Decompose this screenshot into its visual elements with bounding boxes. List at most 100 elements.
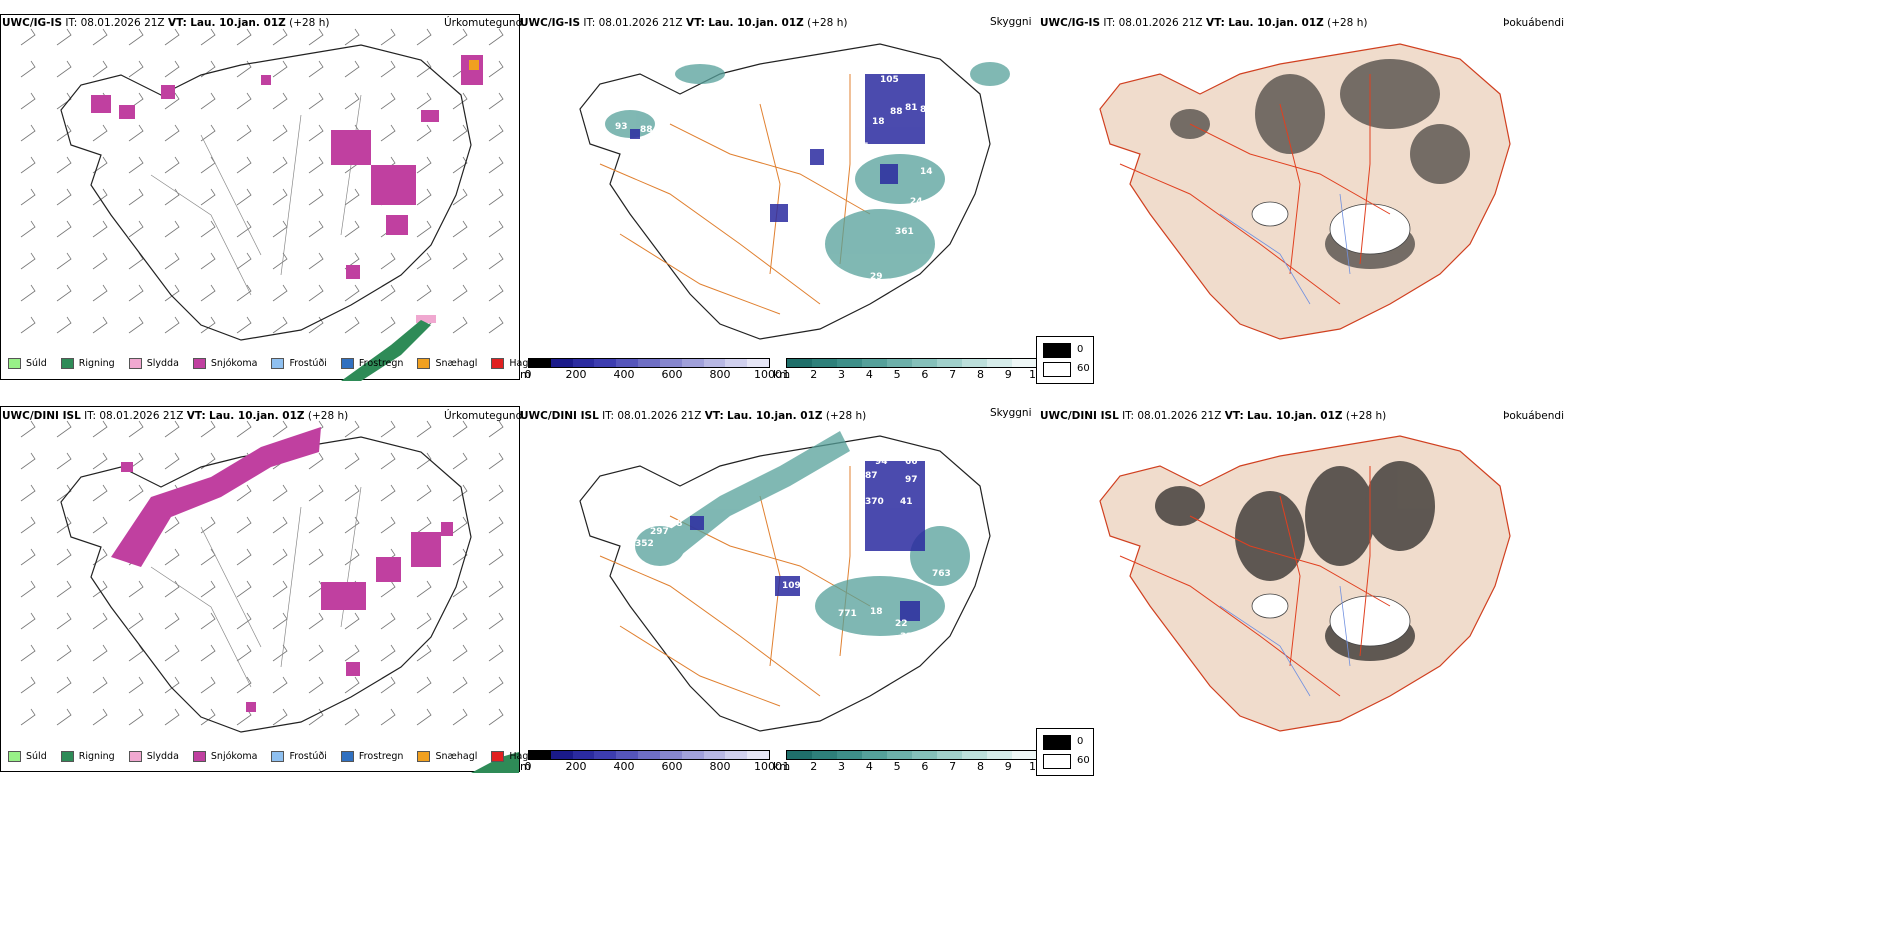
wind-barb bbox=[488, 60, 504, 78]
wind-barb bbox=[200, 188, 216, 206]
wind-barb bbox=[344, 644, 360, 662]
colorbar-tick-label: 6 bbox=[921, 760, 929, 773]
wind-barb bbox=[92, 156, 108, 174]
wind-barb bbox=[380, 452, 396, 470]
legend-item: Rigning bbox=[60, 358, 115, 369]
low-ceiling-areas bbox=[690, 461, 925, 621]
wind-barb bbox=[452, 580, 468, 598]
wind-barb bbox=[164, 580, 180, 598]
colorbar-segment bbox=[887, 359, 912, 367]
colorbar-tick-label: 2 bbox=[810, 760, 818, 773]
wind-barb bbox=[236, 676, 252, 694]
legend-swatch-hail bbox=[491, 751, 505, 762]
wind-barb bbox=[272, 92, 288, 110]
colorbar-tick-label: 1 bbox=[782, 368, 790, 381]
wind-barb bbox=[488, 676, 504, 694]
wind-barb bbox=[380, 284, 396, 302]
wind-barb bbox=[488, 92, 504, 110]
legend-swatch-rain bbox=[60, 358, 74, 369]
legend-swatch-snow bbox=[192, 358, 206, 369]
colorbar-segment bbox=[862, 751, 887, 759]
wind-barb bbox=[20, 548, 36, 566]
wind-barb bbox=[20, 284, 36, 302]
colorbar-tick-label: 4 bbox=[865, 760, 873, 773]
value-label: 87 bbox=[865, 471, 878, 481]
wind-barb bbox=[200, 284, 216, 302]
wind-barb bbox=[488, 420, 504, 438]
row2-header-left: UWC/DINI ISL IT: 08.01.2026 21Z VT: Lau.… bbox=[2, 410, 349, 422]
colorbar-tick-label: 3 bbox=[838, 368, 846, 381]
wind-barb bbox=[308, 28, 324, 46]
variable-label-precip-bottom: Úrkomutegund bbox=[444, 410, 523, 422]
wind-barb bbox=[200, 580, 216, 598]
colorbar-segment bbox=[862, 359, 887, 367]
value-label: 763 bbox=[932, 569, 951, 579]
wind-barb bbox=[308, 124, 324, 142]
value-label: 18 bbox=[872, 117, 885, 127]
wind-barb bbox=[20, 316, 36, 334]
variable-label-ceiling-top: Skyggni bbox=[990, 16, 1032, 28]
value-label: 15 bbox=[718, 49, 731, 59]
wind-barb bbox=[488, 516, 504, 534]
wind-barb bbox=[452, 28, 468, 46]
fog-legend-bottom: 0 60 bbox=[1036, 728, 1094, 776]
fog-legend-top: 0 60 bbox=[1036, 336, 1094, 384]
wind-barb bbox=[164, 252, 180, 270]
value-label: 32 bbox=[900, 632, 913, 642]
wind-barb bbox=[164, 612, 180, 630]
wind-barb bbox=[236, 156, 252, 174]
legend-item: Rigning bbox=[60, 751, 115, 762]
wind-barb bbox=[128, 676, 144, 694]
legend-swatch-snow-pellets bbox=[417, 751, 431, 762]
colorbar-tick-label: 9 bbox=[1004, 368, 1012, 381]
row2-header-mid: UWC/DINI ISL IT: 08.01.2026 21Z VT: Lau.… bbox=[520, 410, 867, 422]
wind-barb bbox=[56, 124, 72, 142]
legend-swatch-rain bbox=[60, 751, 74, 762]
colorbar-segment bbox=[703, 751, 726, 759]
wind-barb bbox=[272, 188, 288, 206]
wind-barb bbox=[452, 220, 468, 238]
wind-barb bbox=[92, 220, 108, 238]
wind-barb bbox=[128, 284, 144, 302]
colorbar-segment bbox=[572, 751, 595, 759]
wind-barb bbox=[164, 516, 180, 534]
value-label: 365 bbox=[850, 142, 869, 152]
fog-map-svg-top bbox=[1099, 43, 1511, 340]
wind-barb bbox=[452, 452, 468, 470]
rivers bbox=[150, 486, 362, 688]
colorbar-segment bbox=[937, 359, 962, 367]
wind-barb bbox=[344, 452, 360, 470]
fog-map-top bbox=[1040, 14, 1560, 354]
ceiling-unit-top: m bbox=[520, 368, 531, 381]
wind-barb bbox=[272, 252, 288, 270]
roads-red bbox=[1119, 466, 1391, 697]
wind-barb bbox=[92, 252, 108, 270]
ceiling-unit-bottom: m bbox=[520, 760, 531, 773]
wind-barb bbox=[416, 124, 432, 142]
colorbar-tick-label: 800 bbox=[709, 368, 731, 381]
value-label: 28 bbox=[865, 145, 878, 155]
wind-barb bbox=[272, 548, 288, 566]
wind-barb bbox=[272, 612, 288, 630]
wind-barb bbox=[56, 156, 72, 174]
colorbar-tick-label: 7 bbox=[949, 760, 957, 773]
wind-barb bbox=[452, 612, 468, 630]
wind-barb bbox=[344, 548, 360, 566]
wind-barb bbox=[164, 452, 180, 470]
colorbar-tick-label: 8 bbox=[976, 368, 984, 381]
value-label: 820 bbox=[930, 429, 949, 439]
wind-barb bbox=[164, 708, 180, 726]
wind-barb bbox=[308, 644, 324, 662]
ceiling-map-top: 97 15 118 105 81 83 88 18 16 93 88 43 73 365 28 14 24 361… bbox=[520, 14, 1040, 380]
wind-barb bbox=[236, 28, 252, 46]
wind-barb bbox=[128, 60, 144, 78]
wind-barb bbox=[20, 612, 36, 630]
wind-barb bbox=[56, 516, 72, 534]
value-label: 297 bbox=[650, 527, 669, 537]
value-labels-bottom: 820 949 886 87 94 66 97 41 370 297 352 78 62 45 109 771… bbox=[615, 429, 951, 642]
precip-legend-bottom: Súld Rigning Slydda Snjókoma Frostúði Fr… bbox=[8, 751, 554, 762]
wind-barb bbox=[380, 252, 396, 270]
legend-swatch-freezing-drizzle bbox=[271, 358, 285, 369]
low-visibility-areas bbox=[605, 62, 1010, 279]
wind-barb bbox=[236, 516, 252, 534]
